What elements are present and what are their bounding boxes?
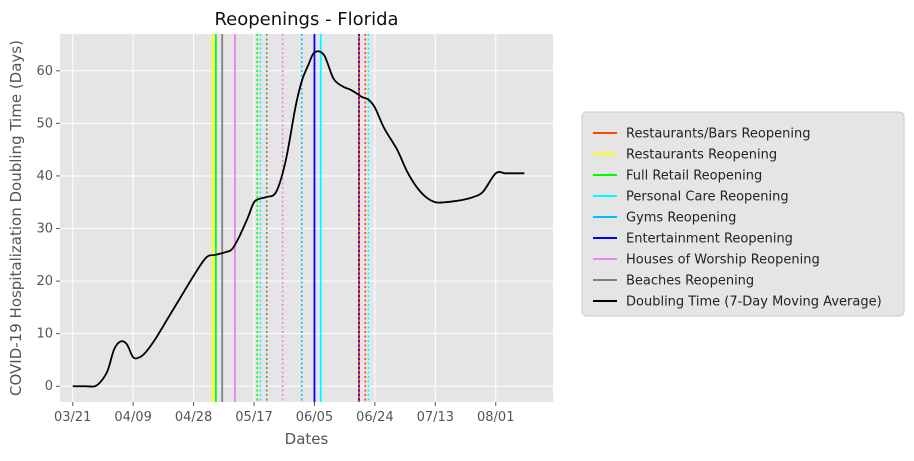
x-tick-label: 06/05 [296,410,333,425]
legend-entry-label: Houses of Worship Reopening [626,253,820,268]
reopening-lines-layer [211,34,370,402]
legend-entry-label: Entertainment Reopening [626,232,793,247]
tick-layer: 0 10 20 30 40 50 60 03/21 04/09 04/28 05/17 06/05 06… [36,64,514,425]
x-tick-label: 06/24 [356,410,393,425]
y-tick-label: 60 [36,64,53,79]
legend-entry-label: Restaurants Reopening [626,148,777,163]
series-layer [72,50,525,388]
x-tick-label: 07/13 [417,410,454,425]
y-tick-label: 10 [36,327,53,342]
legend-entry-label: Beaches Reopening [626,274,754,289]
y-tick-label: 50 [36,116,53,131]
plot-area [60,34,553,402]
x-axis-label: Dates [285,430,329,448]
legend-box [581,111,905,317]
y-tick-label: 0 [45,379,53,394]
legend-entry-label: Full Retail Reopening [626,169,762,184]
legend-entry-label: Restaurants/Bars Reopening [626,127,810,142]
legend: Restaurants/Bars Reopening Restaurants Re… [581,111,905,317]
chart-title: Reopenings - Florida [214,9,398,30]
y-tick-label: 30 [36,222,53,237]
legend-entry-label: Personal Care Reopening [626,190,789,205]
x-tick-label: 04/09 [114,410,151,425]
x-tick-label: 03/21 [54,410,91,425]
doubling-time-line [72,50,525,388]
y-tick-label: 40 [36,169,53,184]
legend-entry-label: Doubling Time (7-Day Moving Average) [626,295,882,310]
y-axis-label: COVID-19 Hospitalization Doubling Time (… [7,40,25,396]
x-tick-label: 08/01 [477,410,514,425]
x-tick-label: 04/28 [175,410,212,425]
y-tick-label: 20 [36,274,53,289]
legend-entry-label: Gyms Reopening [626,211,736,226]
x-tick-label: 05/17 [235,410,272,425]
